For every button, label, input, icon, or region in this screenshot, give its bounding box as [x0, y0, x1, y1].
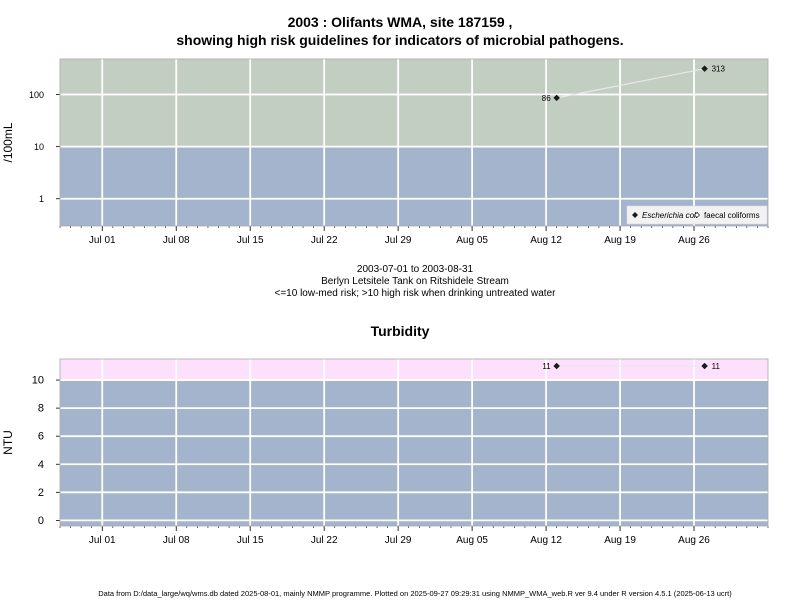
- turb-data-label: 11: [712, 362, 721, 371]
- turb-x-tick-label: Aug 12: [530, 535, 562, 546]
- date-range-label: 2003-07-01 to 2003-08-31: [356, 264, 474, 275]
- micro-y-tick-label: 1: [39, 194, 44, 204]
- turb-x-tick-label: Jul 01: [89, 535, 116, 546]
- micro-x-tick-label: Jul 15: [237, 235, 264, 246]
- turb-x-tick-label: Aug 05: [456, 535, 488, 546]
- turb-x-tick-label: Jul 29: [385, 535, 412, 546]
- turb-low-risk-band: [60, 380, 768, 526]
- turb-y-tick-label: 4: [38, 459, 44, 471]
- micro-series-line: [556, 68, 705, 99]
- chart-title-line1: 2003 : Olifants WMA, site 187159 ,: [287, 14, 513, 30]
- legend-faecal-label: faecal coliforms: [704, 211, 760, 220]
- micro-y-axis-label: /100mL: [1, 122, 15, 162]
- turb-y-tick-label: 10: [32, 375, 44, 387]
- turb-y-tick-label: 2: [38, 487, 44, 499]
- turb-x-tick-label: Aug 26: [678, 535, 710, 546]
- chart-title-line2: showing high risk guidelines for indicat…: [176, 32, 624, 48]
- micro-x-tick-label: Aug 26: [678, 235, 710, 246]
- legend-faecal-marker: [694, 212, 700, 218]
- turb-x-tick-label: Jul 15: [237, 535, 264, 546]
- micro-data-point: [553, 94, 561, 102]
- turb-high-risk-band: [60, 359, 768, 381]
- turb-y-tick-label: 8: [38, 403, 44, 415]
- legend-ecoli-label: Escherichia coli: [642, 211, 698, 220]
- footer-note: Data from D:/data_large/wq/wms.db dated …: [98, 589, 732, 598]
- micro-y-tick-label: 10: [34, 142, 44, 152]
- turbidity-title: Turbidity: [370, 323, 430, 339]
- micro-data-label: 313: [712, 65, 726, 74]
- turb-x-tick-label: Aug 19: [604, 535, 636, 546]
- micro-y-tick-label: 100: [29, 90, 44, 100]
- micro-x-tick-label: Aug 12: [530, 235, 562, 246]
- legend-ecoli-marker: [632, 212, 638, 218]
- turb-data-point: [553, 362, 561, 370]
- micro-x-tick-label: Aug 19: [604, 235, 636, 246]
- turb-y-tick-label: 0: [38, 515, 44, 527]
- micro-x-tick-label: Jul 22: [311, 235, 338, 246]
- site-name-label: Berlyn Letsitele Tank on Ritshidele Stre…: [321, 276, 509, 287]
- turb-x-tick-label: Jul 22: [311, 535, 338, 546]
- turb-data-point: [701, 362, 708, 370]
- turb-data-label: 11: [542, 362, 551, 371]
- micro-data-label: 86: [542, 94, 551, 103]
- turb-y-axis-label: NTU: [1, 430, 15, 455]
- micro-x-tick-label: Aug 05: [456, 235, 488, 246]
- micro-high-risk-band: [60, 59, 768, 147]
- turb-x-tick-label: Jul 08: [163, 535, 190, 546]
- micro-data-point: [701, 65, 708, 73]
- turb-plot-frame: [59, 358, 769, 527]
- micro-x-tick-label: Jul 08: [163, 235, 190, 246]
- turb-y-tick-label: 6: [38, 431, 44, 443]
- micro-plot-frame: [59, 58, 769, 227]
- micro-x-tick-label: Jul 29: [385, 235, 412, 246]
- micro-x-tick-label: Jul 01: [89, 235, 116, 246]
- risk-note-label: <=10 low-med risk; >10 high risk when dr…: [274, 288, 556, 299]
